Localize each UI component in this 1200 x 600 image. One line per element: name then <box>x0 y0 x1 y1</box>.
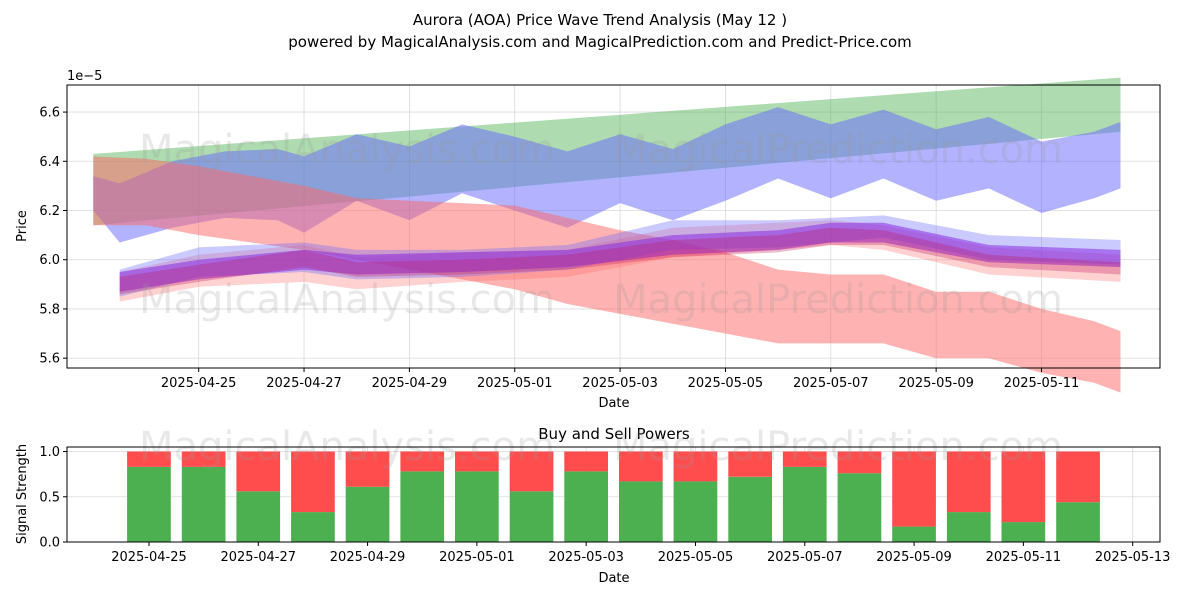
buy-power-bar <box>345 486 390 542</box>
sell-power-bar <box>564 451 608 472</box>
signal-x-tick-label: 2025-04-25 <box>111 550 187 565</box>
signal-bars <box>127 451 1100 542</box>
sell-power-bar <box>345 451 390 487</box>
signal-x-axis-label: Date <box>598 571 629 586</box>
watermark-mid-right: MagicalPrediction.com <box>613 277 1063 323</box>
signal-y-tick-label: 1.0 <box>39 445 60 460</box>
price-x-tick-label: 2025-04-27 <box>266 376 342 391</box>
price-y-tick-label: 6.4 <box>39 155 60 170</box>
price-bands <box>93 77 1121 393</box>
y-offset-label: 1e−5 <box>67 69 102 84</box>
sell-power-bar <box>782 451 827 467</box>
price-band-2 <box>93 156 1121 393</box>
price-band-5 <box>119 222 1121 292</box>
signal-title: Buy and Sell Powers <box>538 425 690 443</box>
chart-title: Aurora (AOA) Price Wave Trend Analysis (… <box>413 11 787 29</box>
sell-power-bar <box>127 451 171 467</box>
buy-power-bar <box>946 512 991 542</box>
watermark-top-left: MagicalAnalysis.com <box>139 127 555 173</box>
sell-power-bar <box>1001 451 1046 523</box>
buy-power-bar <box>181 466 226 542</box>
sell-power-bar <box>837 451 882 474</box>
buy-power-bar <box>892 526 936 542</box>
signal-x-tick-label: 2025-05-07 <box>767 550 843 565</box>
signal-x-tick-label: 2025-05-11 <box>986 550 1062 565</box>
price-band-6 <box>119 227 1121 295</box>
price-y-ticks: 5.6 5.8 6.0 6.2 6.4 6.6 <box>39 106 67 367</box>
sell-power-bar <box>400 451 445 472</box>
price-band-1 <box>93 107 1121 243</box>
price-y-tick-label: 5.6 <box>39 352 60 367</box>
price-y-tick-label: 6.2 <box>39 204 60 219</box>
signal-x-tick-label: 2025-05-05 <box>658 550 734 565</box>
buy-power-bar <box>400 471 445 542</box>
signal-x-tick-label: 2025-04-29 <box>330 550 406 565</box>
sell-power-bar <box>1056 451 1100 503</box>
buy-power-bar <box>837 473 882 542</box>
sell-power-bar <box>673 451 718 482</box>
signal-x-tick-label: 2025-05-09 <box>876 550 952 565</box>
signal-x-tick-label: 2025-05-01 <box>439 550 515 565</box>
sell-power-bar <box>946 451 991 513</box>
buy-power-bar <box>728 476 772 542</box>
watermark-top-right: MagicalPrediction.com <box>613 127 1063 173</box>
sell-power-bar <box>455 451 499 472</box>
price-y-tick-label: 6.6 <box>39 106 60 121</box>
buy-power-bar <box>127 466 171 542</box>
signal-x-ticks: 2025-04-25 2025-04-27 2025-04-29 2025-05-01… <box>111 542 1170 565</box>
price-plot-frame <box>66 84 1161 369</box>
price-x-tick-label: 2025-05-11 <box>1004 376 1080 391</box>
signal-y-axis-label: Signal Strength <box>15 444 30 544</box>
price-x-tick-label: 2025-04-29 <box>372 376 448 391</box>
signal-y-ticks: 0.0 0.5 1.0 <box>39 445 67 551</box>
sell-power-bar <box>236 451 281 492</box>
price-x-tick-label: 2025-05-03 <box>582 376 658 391</box>
buy-power-bar <box>619 481 663 542</box>
sell-power-bar <box>619 451 663 482</box>
watermark-mid-left: MagicalAnalysis.com <box>139 277 555 323</box>
buy-power-bar <box>236 491 281 542</box>
price-x-tick-label: 2025-05-09 <box>898 376 974 391</box>
price-x-tick-label: 2025-04-25 <box>161 376 237 391</box>
price-x-tick-label: 2025-05-07 <box>793 376 869 391</box>
price-y-tick-label: 5.8 <box>39 302 60 317</box>
buy-power-bar <box>1056 502 1100 542</box>
buy-power-bar <box>782 466 827 542</box>
signal-y-tick-label: 0.0 <box>39 536 60 551</box>
buy-power-bar <box>509 491 554 542</box>
signal-y-tick-label: 0.5 <box>39 490 60 505</box>
signal-panel: Buy and Sell Powers MagicalAnalysis.com … <box>15 424 1170 586</box>
signal-x-tick-label: 2025-05-13 <box>1095 550 1171 565</box>
sell-power-bar <box>291 451 335 513</box>
price-y-axis-label: Price <box>15 210 30 242</box>
buy-power-bar <box>564 471 608 542</box>
chart-subtitle: powered by MagicalAnalysis.com and Magic… <box>288 33 912 51</box>
signal-plot-frame <box>66 446 1161 543</box>
signal-x-tick-label: 2025-04-27 <box>220 550 296 565</box>
price-x-tick-label: 2025-05-05 <box>688 376 764 391</box>
signal-x-tick-label: 2025-05-03 <box>548 550 624 565</box>
sell-power-bar <box>181 451 226 467</box>
price-x-tick-label: 2025-05-01 <box>477 376 553 391</box>
sell-power-bar <box>728 451 772 477</box>
price-x-axis-label: Date <box>598 396 629 411</box>
buy-power-bar <box>455 471 499 542</box>
buy-power-bar <box>673 481 718 542</box>
price-x-ticks: 2025-04-25 2025-04-27 2025-04-29 2025-05-01… <box>161 368 1079 391</box>
buy-power-bar <box>1001 522 1046 542</box>
sell-power-bar <box>892 451 936 527</box>
buy-power-bar <box>291 512 335 542</box>
sell-power-bar <box>509 451 554 492</box>
price-panel: MagicalAnalysis.com MagicalPrediction.co… <box>15 69 1161 411</box>
price-y-tick-label: 6.0 <box>39 253 60 268</box>
